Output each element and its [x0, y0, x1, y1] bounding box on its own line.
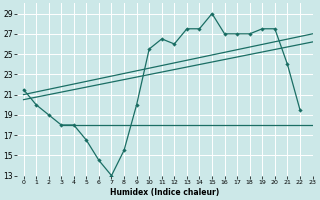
X-axis label: Humidex (Indice chaleur): Humidex (Indice chaleur) — [110, 188, 220, 197]
